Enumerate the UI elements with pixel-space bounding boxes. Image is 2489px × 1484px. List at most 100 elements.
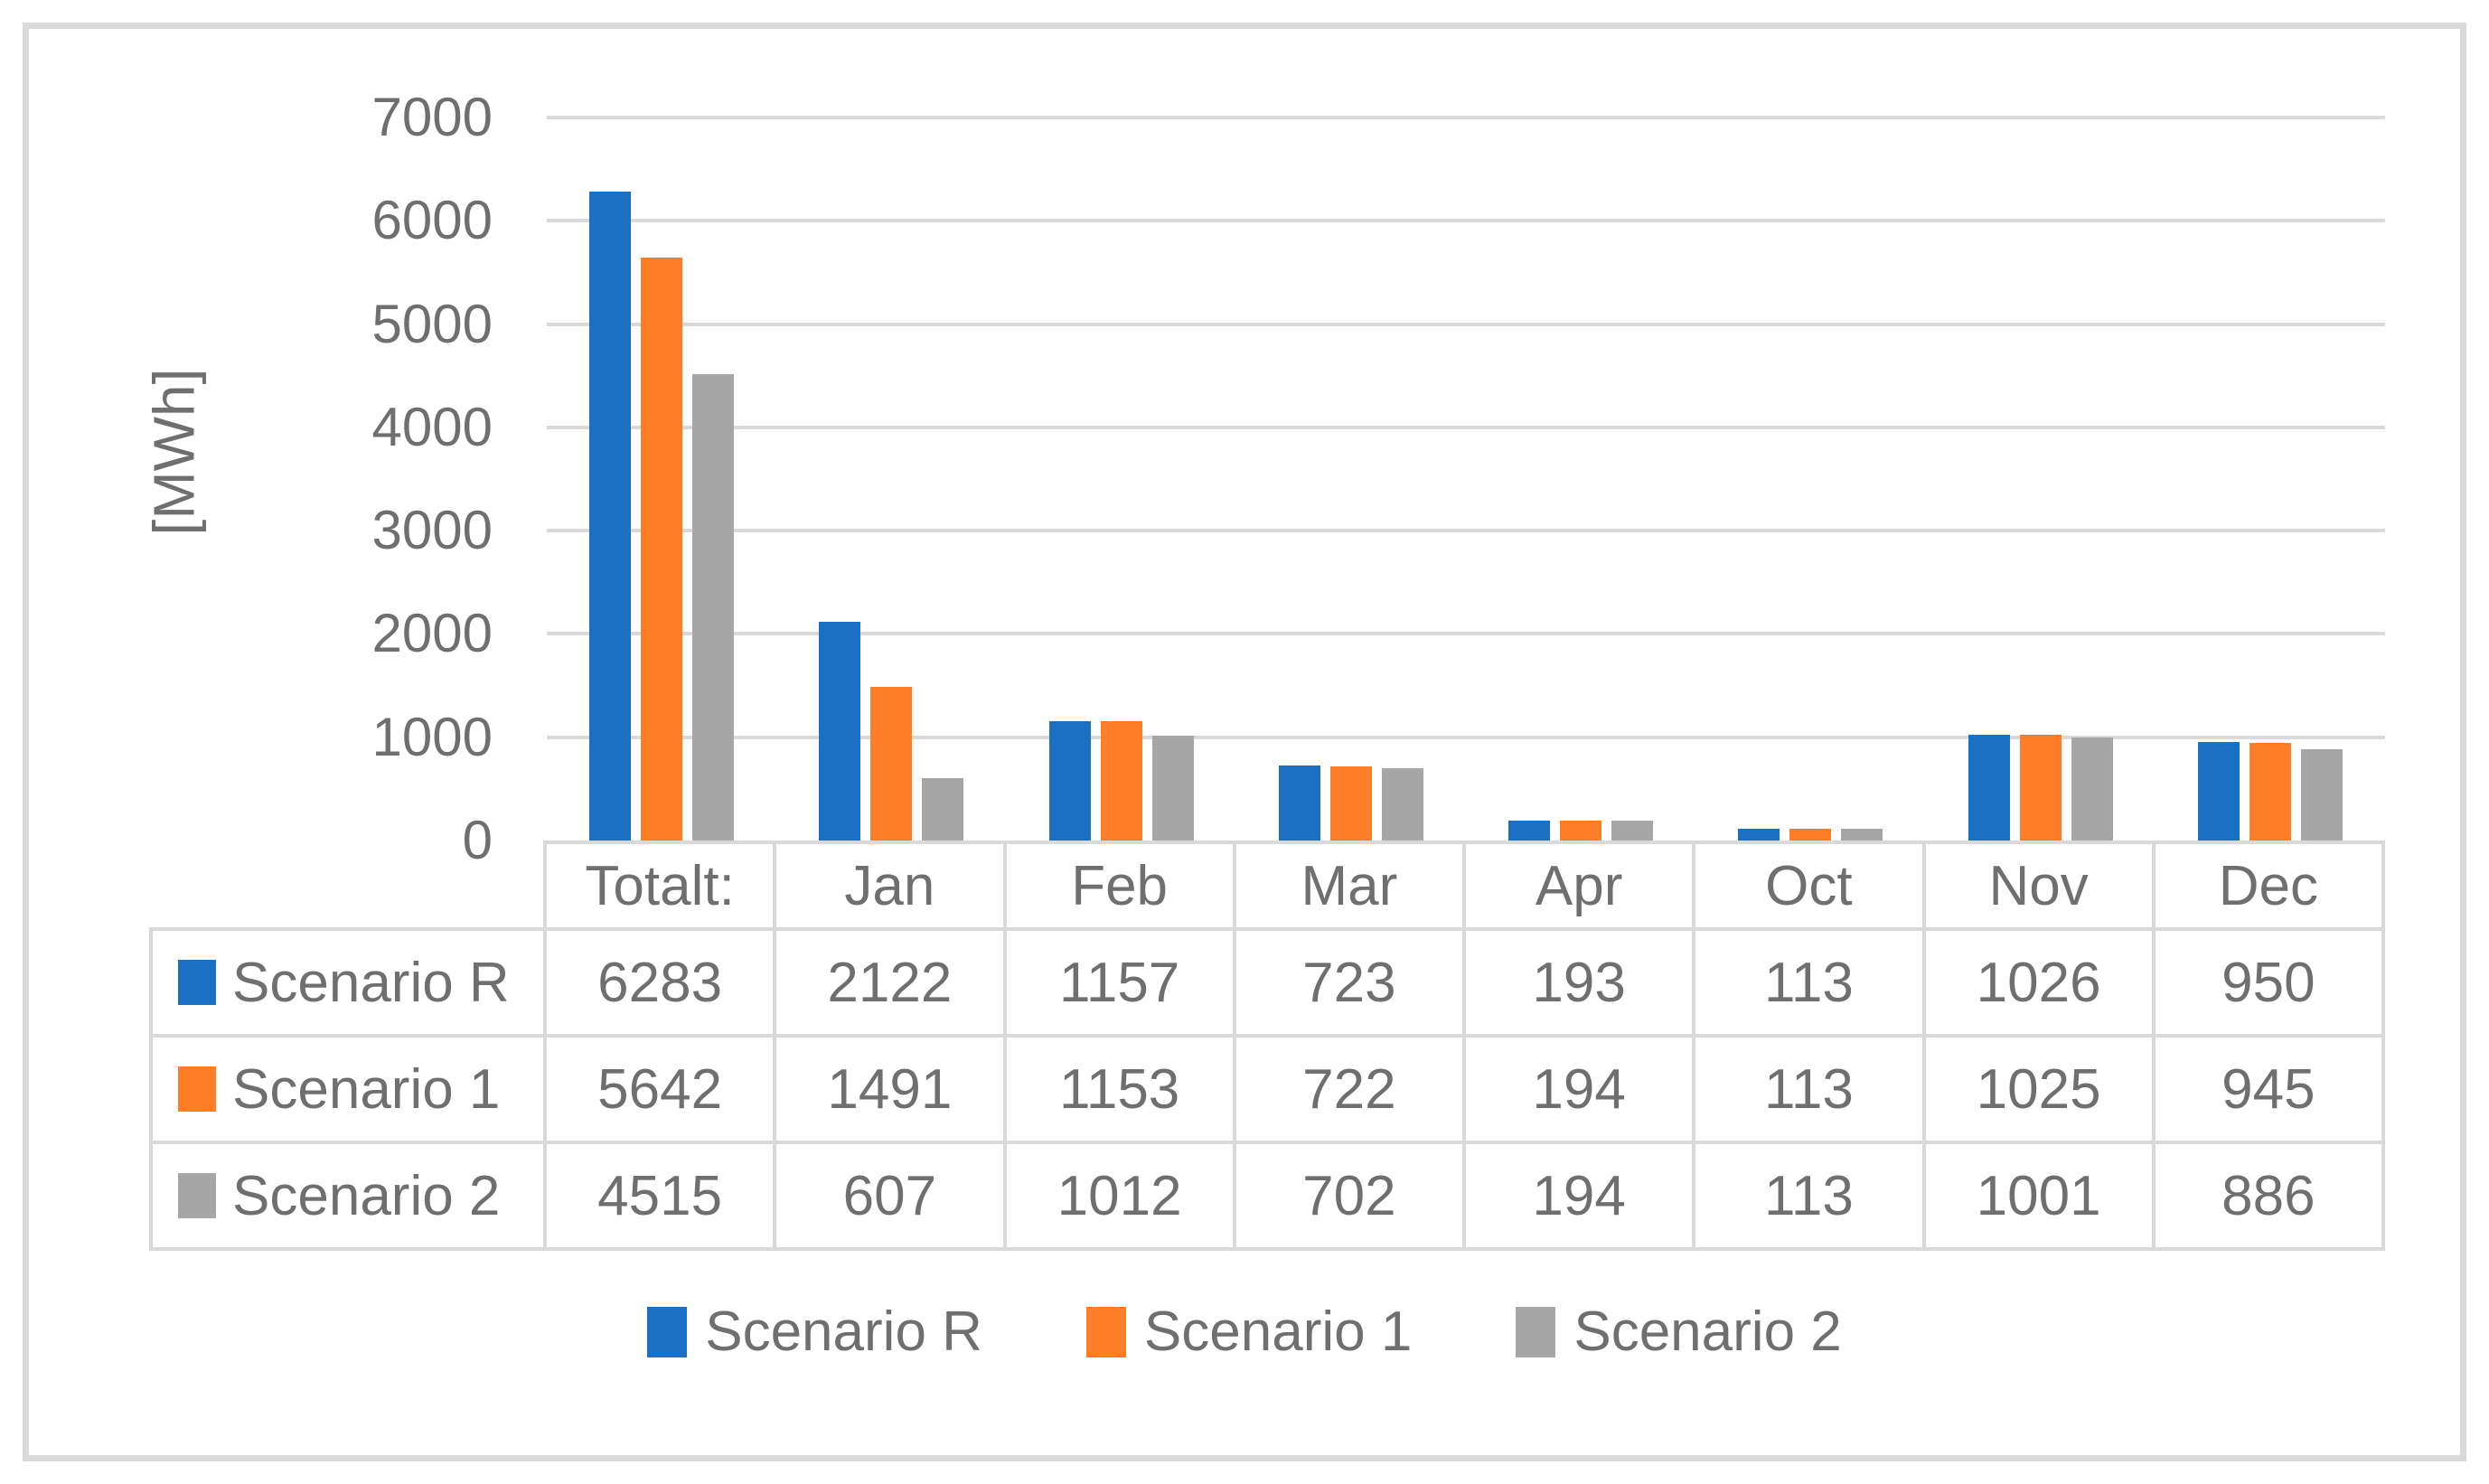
table-header-nov: Nov	[1925, 841, 2156, 931]
table-value-cell: 5642	[547, 1038, 777, 1144]
gridline-3000	[547, 529, 2385, 533]
table-header-totalt: Totalt:	[547, 841, 777, 931]
bar-scenario-r-mar	[1278, 765, 1320, 841]
series-name-label: Scenario R	[232, 951, 510, 1014]
gridline-2000	[547, 632, 2385, 636]
bar-scenario-1-feb	[1100, 721, 1142, 841]
gridline-7000	[547, 116, 2385, 119]
table-value-cell: 1157	[1006, 931, 1236, 1038]
bar-scenario-r-apr	[1508, 820, 1551, 841]
table-value-cell: 1025	[1925, 1038, 2156, 1144]
bar-scenario-2-dec	[2300, 748, 2343, 841]
table-value-cell: 1491	[776, 1038, 1007, 1144]
y-axis-title: [MWh]	[141, 368, 207, 536]
y-axis-title-area: [MWh]	[131, 108, 217, 795]
y-tick-label: 0	[462, 810, 493, 870]
table-row-label-scenario-r: Scenario R	[149, 931, 547, 1038]
bar-scenario-r-totalt	[589, 191, 632, 841]
legend-swatch-scenario-1	[1085, 1306, 1126, 1357]
bar-scenario-r-jan	[819, 621, 861, 841]
series-name-label: Scenario 2	[232, 1164, 501, 1227]
gridline-1000	[547, 735, 2385, 739]
table-value-cell: 1001	[1925, 1144, 2156, 1251]
y-tick-label: 2000	[371, 603, 493, 664]
bar-scenario-2-oct	[1841, 829, 1883, 841]
table-header-apr: Apr	[1466, 841, 1696, 931]
legend-label: Scenario 1	[1143, 1301, 1413, 1363]
table-value-cell: 1012	[1006, 1144, 1236, 1251]
bar-group-nov	[1926, 117, 2156, 841]
bar-scenario-2-mar	[1381, 767, 1423, 841]
bar-scenario-r-feb	[1048, 720, 1091, 841]
bar-scenario-r-oct	[1738, 829, 1780, 841]
gridline-5000	[547, 322, 2385, 326]
table-value-cell: 4515	[547, 1144, 777, 1251]
table-value-cell: 194	[1466, 1144, 1696, 1251]
bar-scenario-1-jan	[870, 686, 913, 841]
table-value-cell: 194	[1466, 1038, 1696, 1144]
series-name-label: Scenario 1	[232, 1057, 501, 1121]
bar-scenario-2-jan	[922, 777, 964, 841]
bar-scenario-1-oct	[1789, 829, 1832, 841]
table-value-cell: 2122	[776, 931, 1007, 1038]
table-header-jan: Jan	[776, 841, 1007, 931]
y-axis-tick-labels: 0 1000 2000 3000 4000 5000 6000 7000	[262, 90, 493, 868]
table-value-cell: 702	[1235, 1144, 1466, 1251]
table-value-cell: 1026	[1925, 931, 2156, 1038]
bar-scenario-1-dec	[2249, 743, 2291, 841]
bar-group-jan	[776, 117, 1006, 841]
y-tick-label: 3000	[371, 500, 493, 561]
table-row-label-scenario-1: Scenario 1	[149, 1038, 547, 1144]
bar-group-totalt	[547, 117, 776, 841]
plot-area	[547, 116, 2385, 841]
y-tick-label: 7000	[371, 87, 493, 147]
gridline-4000	[547, 425, 2385, 429]
bar-scenario-1-mar	[1329, 765, 1372, 841]
table-value-cell: 723	[1235, 931, 1466, 1038]
table-header-mar: Mar	[1235, 841, 1466, 931]
table-value-cell: 113	[1695, 1144, 1926, 1251]
table-value-cell: 6283	[547, 931, 777, 1038]
legend-label: Scenario R	[705, 1301, 982, 1363]
table-header-oct: Oct	[1695, 841, 1926, 931]
legend-label: Scenario 2	[1573, 1301, 1842, 1363]
y-tick-label: 1000	[371, 706, 493, 767]
table-value-cell: 722	[1235, 1038, 1466, 1144]
legend-swatch-scenario-2	[1516, 1306, 1556, 1357]
y-tick-label: 6000	[371, 190, 493, 251]
bar-scenario-r-dec	[2197, 742, 2240, 841]
legend-key-swatch-scenario-r	[178, 960, 216, 1005]
legend-key-swatch-scenario-1	[178, 1066, 216, 1112]
table-value-cell: 886	[2155, 1144, 2385, 1251]
legend-item-scenario-2: Scenario 2	[1516, 1300, 1842, 1364]
bar-group-dec	[2156, 117, 2385, 841]
bar-group-apr	[1466, 117, 1695, 841]
legend-item-scenario-r: Scenario R	[647, 1300, 982, 1364]
bar-scenario-2-nov	[2071, 737, 2113, 841]
table-row-label-scenario-2: Scenario 2	[149, 1144, 547, 1251]
bar-scenario-2-feb	[1151, 736, 1194, 841]
table-value-cell: 193	[1466, 931, 1696, 1038]
bar-group-mar	[1236, 117, 1466, 841]
table-value-cell: 945	[2155, 1038, 2385, 1144]
bar-group-feb	[1007, 117, 1236, 841]
legend-item-scenario-1: Scenario 1	[1085, 1300, 1413, 1364]
y-tick-label: 4000	[371, 396, 493, 457]
table-header-feb: Feb	[1006, 841, 1236, 931]
bar-scenario-1-apr	[1560, 820, 1602, 841]
bar-scenario-1-totalt	[641, 258, 683, 841]
bar-group-oct	[1695, 117, 1925, 841]
legend-key-swatch-scenario-2	[178, 1173, 216, 1218]
table-value-cell: 113	[1695, 1038, 1926, 1144]
table-value-cell: 1153	[1006, 1038, 1236, 1144]
table-corner-cell	[149, 841, 547, 931]
table-value-cell: 113	[1695, 931, 1926, 1038]
bar-scenario-2-totalt	[692, 374, 735, 841]
table-value-cell: 607	[776, 1144, 1007, 1251]
bar-scenario-2-apr	[1611, 820, 1654, 841]
data-table: Totalt: Jan Feb Mar Apr Oct Nov Dec Scenario R 62…	[149, 841, 2385, 1251]
y-tick-label: 5000	[371, 293, 493, 354]
bar-scenario-1-nov	[2019, 734, 2062, 841]
table-value-cell: 950	[2155, 931, 2385, 1038]
table-header-dec: Dec	[2155, 841, 2385, 931]
